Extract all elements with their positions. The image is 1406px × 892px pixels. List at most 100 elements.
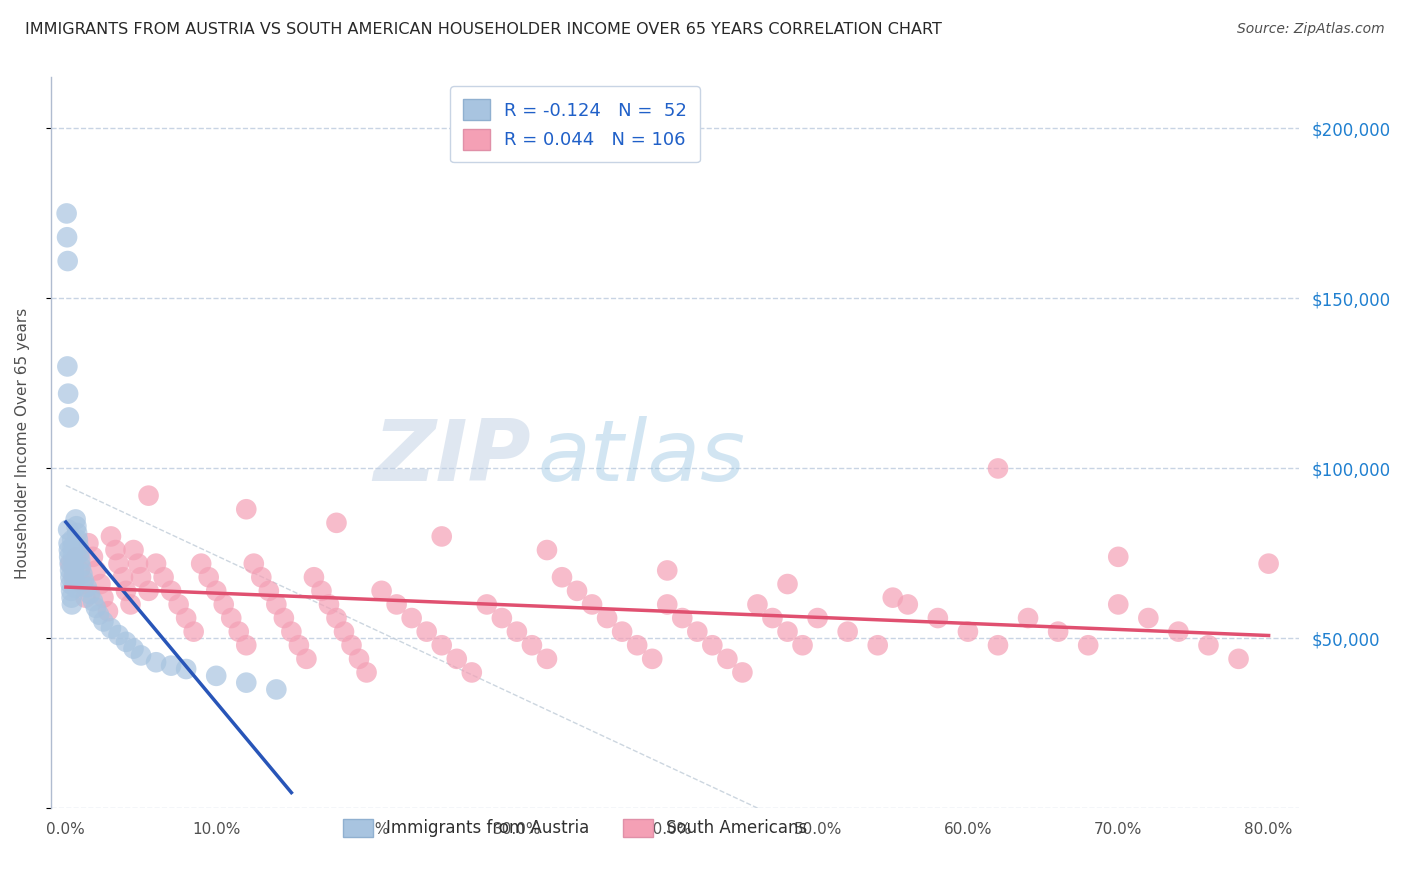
Point	[69, 553, 91, 567]
Point	[97, 604, 120, 618]
Point	[145, 557, 167, 571]
Point	[1257, 557, 1279, 571]
Point	[107, 557, 129, 571]
Point	[72, 577, 94, 591]
Point	[716, 652, 738, 666]
Point	[205, 669, 228, 683]
Point	[174, 611, 197, 625]
Point	[956, 624, 979, 639]
Point	[1198, 638, 1220, 652]
Point	[536, 652, 558, 666]
Point	[63, 566, 86, 581]
Point	[506, 624, 529, 639]
Point	[60, 591, 83, 605]
Point	[60, 533, 83, 547]
Point	[356, 665, 378, 680]
Point	[60, 598, 83, 612]
Text: ZIP: ZIP	[374, 416, 531, 499]
Point	[325, 611, 347, 625]
Point	[84, 564, 107, 578]
Point	[67, 564, 90, 578]
Point	[641, 652, 664, 666]
Point	[73, 574, 96, 588]
Point	[491, 611, 513, 625]
Point	[776, 624, 799, 639]
Point	[56, 254, 79, 268]
Point	[122, 641, 145, 656]
Point	[837, 624, 859, 639]
Point	[62, 553, 84, 567]
Point	[401, 611, 423, 625]
Point	[66, 533, 89, 547]
Point	[370, 583, 392, 598]
Point	[138, 489, 160, 503]
Point	[56, 230, 79, 244]
Point	[235, 638, 257, 652]
Point	[77, 536, 100, 550]
Point	[84, 600, 107, 615]
Point	[67, 540, 90, 554]
Point	[100, 621, 122, 635]
Point	[1137, 611, 1160, 625]
Point	[987, 461, 1010, 475]
Point	[551, 570, 574, 584]
Point	[882, 591, 904, 605]
Point	[626, 638, 648, 652]
Point	[1227, 652, 1250, 666]
Point	[66, 526, 89, 541]
Point	[62, 540, 84, 554]
Point	[806, 611, 828, 625]
Point	[62, 560, 84, 574]
Point	[475, 598, 498, 612]
Point	[152, 570, 174, 584]
Point	[273, 611, 295, 625]
Point	[129, 648, 152, 663]
Y-axis label: Householder Income Over 65 years: Householder Income Over 65 years	[15, 308, 30, 579]
Point	[987, 638, 1010, 652]
Point	[56, 359, 79, 374]
Point	[190, 557, 212, 571]
Point	[93, 591, 115, 605]
Point	[127, 557, 149, 571]
Point	[59, 557, 82, 571]
Point	[120, 598, 142, 612]
Point	[56, 386, 79, 401]
Point	[333, 624, 356, 639]
Point	[1107, 549, 1129, 564]
Point	[581, 598, 603, 612]
Point	[461, 665, 484, 680]
Point	[100, 529, 122, 543]
Point	[115, 583, 138, 598]
Point	[160, 583, 183, 598]
Point	[657, 564, 679, 578]
Text: atlas: atlas	[537, 416, 745, 499]
Point	[122, 543, 145, 558]
Point	[250, 570, 273, 584]
Point	[295, 652, 318, 666]
Point	[70, 560, 93, 574]
Point	[897, 598, 920, 612]
Point	[55, 206, 77, 220]
Point	[1107, 598, 1129, 612]
Point	[160, 658, 183, 673]
Point	[536, 543, 558, 558]
Point	[747, 598, 769, 612]
Point	[65, 519, 87, 533]
Point	[415, 624, 437, 639]
Point	[129, 570, 152, 584]
Point	[686, 624, 709, 639]
Point	[79, 587, 101, 601]
Point	[446, 652, 468, 666]
Point	[430, 529, 453, 543]
Point	[60, 583, 83, 598]
Point	[58, 536, 80, 550]
Point	[63, 574, 86, 588]
Point	[76, 581, 98, 595]
Point	[62, 546, 84, 560]
Point	[302, 570, 325, 584]
Point	[866, 638, 889, 652]
Point	[235, 502, 257, 516]
Point	[82, 594, 104, 608]
Point	[776, 577, 799, 591]
Point	[219, 611, 242, 625]
